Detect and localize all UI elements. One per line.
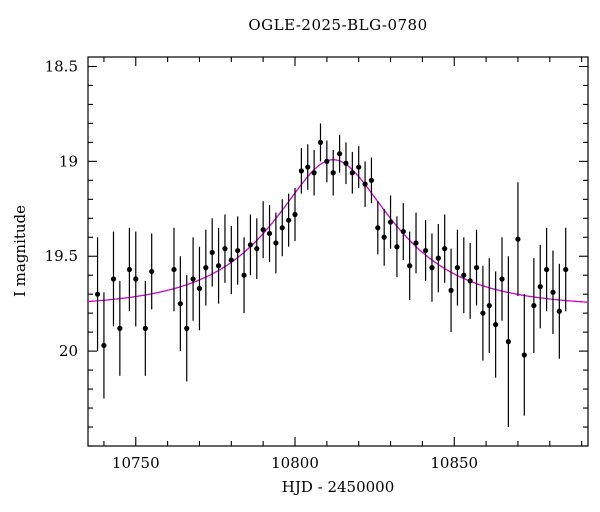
data-point bbox=[171, 266, 177, 273]
data-point bbox=[422, 247, 429, 254]
data-point bbox=[556, 308, 562, 314]
data-point bbox=[177, 301, 183, 307]
data-point bbox=[407, 263, 413, 269]
data-point bbox=[486, 302, 492, 309]
data-point bbox=[110, 276, 117, 282]
data-point bbox=[387, 219, 394, 225]
data-point bbox=[480, 310, 486, 316]
data-point bbox=[273, 240, 279, 246]
data-point bbox=[184, 325, 190, 331]
data-point bbox=[375, 225, 381, 231]
data-point bbox=[305, 164, 311, 170]
data-point bbox=[142, 325, 148, 331]
data-point bbox=[209, 249, 215, 256]
data-point bbox=[203, 265, 209, 271]
data-point bbox=[413, 240, 419, 246]
plot-frame bbox=[87, 56, 589, 447]
data-point bbox=[499, 276, 505, 282]
data-point bbox=[368, 177, 375, 183]
data-point bbox=[362, 181, 368, 187]
data-point bbox=[473, 265, 480, 271]
data-point bbox=[196, 285, 203, 292]
data-point bbox=[381, 234, 387, 240]
plot-title: OGLE-2025-BLG-0780 bbox=[248, 16, 428, 34]
data-point bbox=[317, 139, 324, 145]
data-point bbox=[190, 276, 196, 282]
y-tick-label: 19.5 bbox=[45, 247, 78, 265]
data-point bbox=[343, 160, 349, 166]
data-point bbox=[454, 265, 461, 271]
data-point bbox=[254, 246, 260, 252]
data-point bbox=[286, 217, 292, 223]
data-point bbox=[298, 168, 304, 174]
data-point bbox=[448, 287, 454, 293]
y-axis-label: I magnitude bbox=[11, 204, 29, 298]
data-point bbox=[394, 244, 400, 250]
data-point bbox=[260, 227, 266, 233]
data-point bbox=[505, 339, 511, 345]
data-point bbox=[349, 170, 355, 176]
y-tick-label: 18.5 bbox=[45, 57, 78, 75]
data-point bbox=[467, 278, 473, 284]
data-point bbox=[215, 263, 222, 269]
data-point bbox=[133, 276, 139, 282]
data-point bbox=[435, 255, 441, 261]
data-point bbox=[515, 236, 521, 242]
data-point bbox=[400, 228, 406, 235]
x-axis-label: HJD - 2450000 bbox=[281, 478, 395, 496]
y-tick-label: 20 bbox=[59, 342, 78, 360]
data-point bbox=[247, 242, 254, 248]
data-point bbox=[311, 170, 317, 176]
data-point bbox=[94, 291, 101, 297]
data-point bbox=[117, 325, 123, 331]
data-point bbox=[550, 289, 556, 295]
x-tick-label: 10850 bbox=[430, 454, 478, 472]
data-point bbox=[149, 268, 155, 275]
data-point bbox=[324, 158, 330, 164]
data-point bbox=[330, 170, 336, 176]
data-point bbox=[461, 272, 467, 278]
data-point bbox=[126, 266, 133, 273]
data-point bbox=[101, 342, 107, 349]
data-point bbox=[336, 151, 343, 157]
data-point bbox=[292, 211, 298, 218]
data-point bbox=[493, 321, 499, 328]
data-point bbox=[235, 247, 241, 254]
data-point bbox=[563, 266, 569, 273]
data-point bbox=[442, 246, 448, 252]
data-point bbox=[537, 284, 543, 290]
data-point bbox=[543, 266, 550, 273]
data-point bbox=[228, 257, 234, 263]
data-point bbox=[222, 246, 228, 252]
data-point bbox=[279, 225, 285, 231]
data-point bbox=[356, 164, 362, 170]
data-point bbox=[266, 230, 273, 237]
data-point bbox=[531, 302, 537, 309]
data-point bbox=[241, 272, 247, 278]
y-tick-label: 19 bbox=[59, 152, 78, 170]
data-point bbox=[521, 352, 527, 358]
model-curve bbox=[87, 159, 589, 303]
data-point bbox=[429, 265, 435, 271]
x-tick-label: 10750 bbox=[112, 454, 160, 472]
x-tick-label: 10800 bbox=[271, 454, 319, 472]
